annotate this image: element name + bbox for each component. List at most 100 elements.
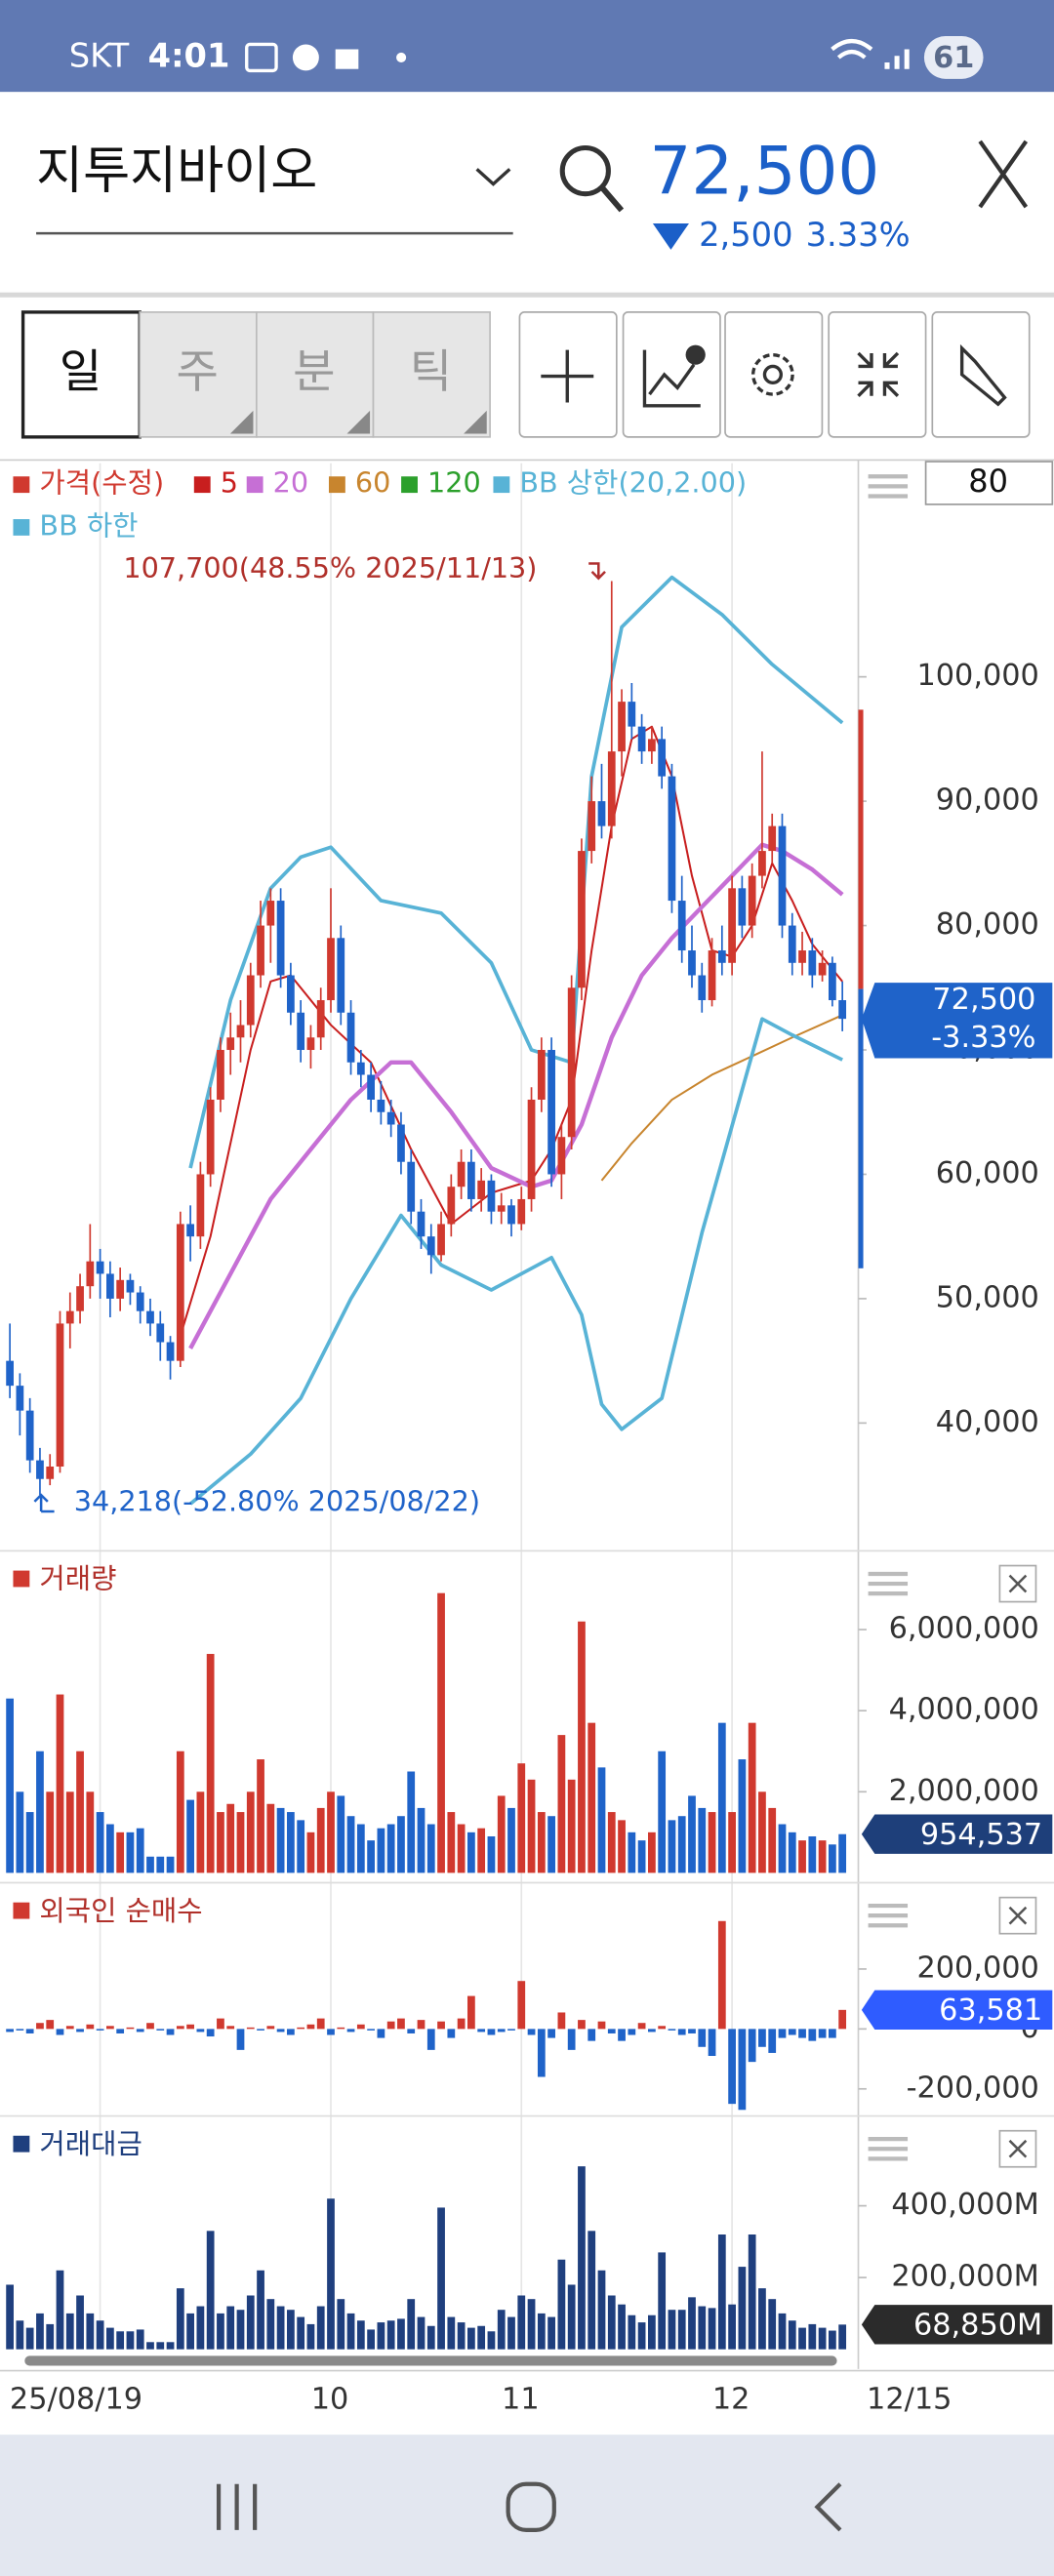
bar	[597, 2021, 606, 2030]
price-change: 2,500	[699, 216, 792, 254]
panel-menu-icon[interactable]	[868, 474, 909, 499]
price-change-pct: 3.33%	[806, 216, 911, 254]
candle-body	[16, 1386, 24, 1411]
candle-body	[447, 1187, 456, 1225]
period-tab[interactable]	[372, 311, 491, 438]
period-tab-label[interactable]: 분	[293, 345, 335, 399]
bar	[196, 1791, 205, 1873]
bar	[276, 1807, 285, 1873]
panel-menu-icon[interactable]	[868, 1571, 909, 1596]
bar	[698, 2306, 707, 2350]
candle-body	[196, 1174, 205, 1237]
range-bar-down	[858, 988, 864, 1268]
candle-body	[607, 751, 616, 826]
back-button[interactable]	[814, 2482, 842, 2532]
recent-apps-button[interactable]	[216, 2483, 258, 2530]
period-tab-label[interactable]: 틱	[410, 345, 452, 399]
bar	[437, 2207, 445, 2350]
bar	[748, 2234, 756, 2350]
bar	[76, 2029, 84, 2033]
panel-title: 외국인 순매수	[39, 1894, 202, 1927]
bar	[717, 1722, 726, 1873]
period-tab-label[interactable]: 일	[60, 345, 101, 399]
y-tick-label: 6,000,000	[889, 1612, 1039, 1646]
bar	[758, 1791, 766, 1873]
crosshair-icon	[541, 349, 594, 403]
period-tab-label[interactable]: 주	[176, 345, 218, 399]
bar	[397, 1816, 405, 1873]
panel-close-icon	[1008, 1574, 1028, 1593]
bar	[356, 1824, 365, 1873]
period-tab[interactable]	[139, 311, 258, 438]
dropdown-icon[interactable]	[475, 168, 511, 186]
panel-title: 거래대금	[39, 2127, 142, 2160]
bar	[698, 1807, 707, 1873]
indicator-button[interactable]	[622, 311, 721, 438]
bar	[798, 1840, 806, 1873]
panel-menu-icon[interactable]	[868, 1903, 909, 1928]
status-bar	[0, 0, 1054, 93]
bar	[507, 2316, 515, 2350]
bar	[327, 1791, 335, 1873]
candle-body	[76, 1286, 84, 1311]
candle-body	[266, 901, 275, 926]
bar	[386, 2021, 395, 2030]
bar	[226, 2026, 235, 2030]
search-icon-handle	[599, 185, 625, 213]
bar	[287, 2310, 295, 2350]
candle-body	[297, 1012, 305, 1051]
bar	[86, 1791, 95, 1873]
current-value-box	[861, 2305, 1053, 2345]
bar	[829, 2029, 836, 2038]
bar	[426, 2325, 435, 2350]
bar	[637, 2322, 646, 2350]
collapse-button[interactable]	[828, 311, 927, 438]
carrier: SKT	[69, 36, 130, 74]
panel-menu-icon[interactable]	[868, 2137, 909, 2161]
bar	[467, 1995, 475, 2030]
period-tab[interactable]	[20, 310, 142, 439]
bar	[708, 2308, 716, 2350]
close-button[interactable]	[978, 140, 1029, 209]
bar	[578, 2166, 586, 2350]
search-icon[interactable]	[559, 145, 611, 197]
bar	[146, 2342, 154, 2350]
bar	[588, 1722, 596, 1873]
bar	[236, 2029, 245, 2050]
panel-close[interactable]	[998, 1896, 1037, 1935]
bar	[56, 2029, 64, 2035]
bar	[276, 2306, 285, 2350]
bar	[748, 2029, 756, 2063]
y-tick-label: -200,000	[907, 2071, 1039, 2105]
period-input[interactable]	[924, 461, 1054, 505]
settings-icon	[750, 352, 794, 396]
candle-body	[417, 1211, 426, 1237]
home-button[interactable]	[506, 2481, 556, 2532]
bar	[467, 1831, 475, 1873]
candle-body	[688, 950, 696, 976]
y-tick-label: 4,000,000	[889, 1693, 1039, 1727]
scrollbar[interactable]	[24, 2355, 837, 2366]
current-value-box	[861, 1990, 1053, 2031]
period-tab[interactable]	[255, 311, 375, 438]
bar	[316, 2306, 325, 2350]
bar	[537, 2029, 546, 2077]
clock: 4:01	[148, 36, 230, 74]
bar	[658, 1751, 667, 1873]
candle-body	[507, 1205, 515, 1225]
bar	[25, 2029, 34, 2033]
bar	[377, 2029, 385, 2038]
bar	[297, 1820, 305, 1873]
wifi-icon	[831, 38, 873, 60]
bar	[156, 2029, 165, 2031]
candle-body	[808, 950, 817, 976]
candle-body	[146, 1310, 154, 1324]
legend-label: 5	[221, 466, 238, 500]
candle-body	[6, 1360, 14, 1387]
tools-button[interactable]	[931, 311, 1031, 438]
stock-name[interactable]: 지투지바이오	[36, 141, 317, 200]
bar	[477, 1828, 486, 1873]
bar	[306, 2323, 315, 2350]
period-value[interactable]: 80	[968, 463, 1008, 500]
settings-button[interactable]	[724, 311, 824, 438]
